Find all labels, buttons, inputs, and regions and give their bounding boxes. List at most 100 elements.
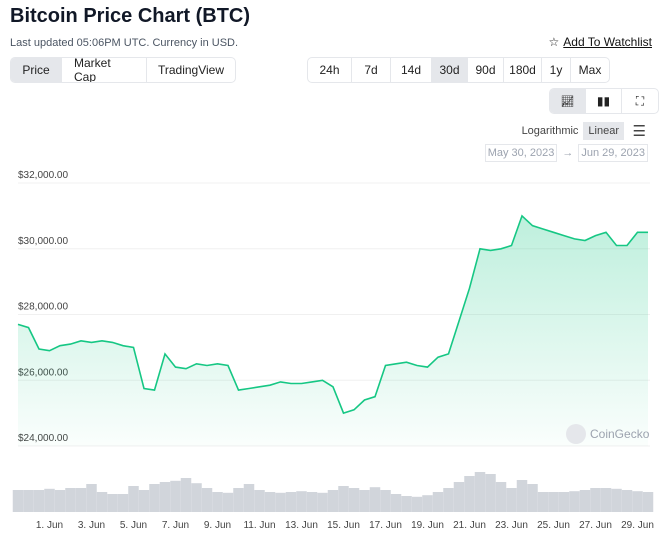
volume-bar	[254, 490, 265, 512]
volume-bar	[443, 488, 454, 512]
volume-bar	[401, 496, 412, 512]
volume-bar	[453, 482, 465, 512]
volume-bar	[33, 490, 45, 512]
watermark-text: CoinGecko	[590, 427, 650, 441]
linear-button[interactable]: Linear	[583, 122, 624, 140]
volume-bar	[201, 488, 213, 512]
date-to-input[interactable]: Jun 29, 2023	[578, 144, 648, 162]
arrow-icon: →	[562, 147, 574, 159]
coingecko-logo-icon	[566, 424, 586, 444]
y-tick-label: $30,000.00	[18, 236, 68, 247]
x-tick-label: 27. Jun	[579, 520, 612, 531]
volume-bar	[117, 494, 129, 512]
volume-bar	[65, 488, 76, 512]
volume-bar	[516, 480, 528, 512]
hamburger-menu-icon[interactable]: ☰	[632, 123, 646, 140]
volume-bar	[23, 490, 34, 512]
volume-bar	[369, 487, 381, 512]
line-chart-icon[interactable]: 📈︎	[550, 89, 586, 113]
range-7d[interactable]: 7d	[352, 58, 391, 82]
range-tabs: 24h 7d 14d 30d 90d 180d 1y Max	[307, 57, 610, 83]
volume-bar	[642, 492, 654, 512]
x-tick-label: 13. Jun	[285, 520, 318, 531]
x-tick-label: 21. Jun	[453, 520, 486, 531]
x-tick-label: 5. Jun	[120, 520, 147, 531]
date-range: May 30, 2023 → Jun 29, 2023	[484, 144, 648, 162]
x-tick-label: 23. Jun	[495, 520, 528, 531]
range-max[interactable]: Max	[578, 63, 602, 77]
x-tick-label: 19. Jun	[411, 520, 444, 531]
volume-bar	[474, 472, 486, 512]
volume-bar	[191, 483, 202, 512]
volume-bar	[264, 492, 276, 512]
volume-bar	[138, 490, 150, 512]
price-line	[17, 214, 648, 415]
tab-tradingview[interactable]: TradingView	[157, 63, 225, 77]
candlestick-icon[interactable]: ▮▮	[586, 89, 622, 113]
volume-bar	[527, 484, 538, 512]
x-tick-label: 1. Jun	[36, 520, 63, 531]
x-tick-label: 17. Jun	[369, 520, 402, 531]
fullscreen-icon[interactable]: ⛶	[635, 93, 645, 108]
volume-bar	[296, 491, 307, 512]
volume-bar	[411, 496, 423, 512]
volume-bar	[600, 488, 612, 512]
volume-bar	[621, 490, 633, 512]
volume-bar	[44, 488, 55, 512]
y-tick-label: $28,000.00	[18, 302, 68, 313]
tab-price[interactable]: Price	[11, 58, 62, 82]
volume-bar	[579, 490, 591, 512]
volume-bar	[390, 494, 402, 512]
volume-bar	[348, 488, 360, 512]
volume-bar	[590, 488, 601, 512]
x-tick-label: 3. Jun	[78, 520, 105, 531]
volume-bar	[285, 492, 297, 512]
range-180d[interactable]: 180d	[504, 58, 542, 82]
volume-bar	[54, 490, 66, 512]
price-area	[18, 215, 648, 446]
volume-bar	[86, 484, 97, 512]
tab-market-cap[interactable]: Market Cap	[62, 58, 147, 82]
volume-bar	[306, 492, 318, 512]
volume-bar	[558, 492, 570, 512]
range-30d[interactable]: 30d	[432, 58, 468, 82]
volume-bar	[170, 480, 181, 512]
volume-bar	[432, 492, 444, 512]
page-title: Bitcoin Price Chart (BTC)	[10, 5, 251, 27]
volume-bar	[233, 488, 244, 512]
volume-bar	[317, 492, 328, 512]
volume-bar	[159, 482, 171, 512]
volume-bar	[464, 476, 475, 512]
range-90d[interactable]: 90d	[468, 58, 504, 82]
volume-bar	[569, 491, 580, 512]
date-from-input[interactable]: May 30, 2023	[484, 144, 558, 162]
star-icon: ☆	[548, 35, 560, 49]
range-14d[interactable]: 14d	[391, 58, 432, 82]
volume-bar	[149, 484, 160, 512]
volume-bar	[212, 492, 223, 512]
add-to-watchlist-link[interactable]: ☆ Add To Watchlist	[549, 35, 652, 49]
range-24h[interactable]: 24h	[308, 58, 352, 82]
volume-bar	[506, 488, 517, 512]
x-tick-label: 9. Jun	[204, 520, 231, 531]
volume-bar	[180, 478, 192, 512]
volume-bar	[222, 492, 234, 512]
volume-bar	[359, 490, 370, 512]
volume-bar	[275, 492, 286, 512]
volume-bar	[327, 490, 339, 512]
volume-bar	[422, 495, 433, 512]
volume-bar	[548, 492, 559, 512]
volume-bar	[485, 474, 496, 512]
volume-bar	[243, 484, 255, 512]
logarithmic-button[interactable]: Logarithmic	[521, 125, 579, 137]
coingecko-watermark: CoinGecko	[566, 424, 649, 444]
volume-bar	[128, 486, 139, 512]
range-1y[interactable]: 1y	[542, 58, 571, 82]
watchlist-label: Add To Watchlist	[563, 35, 652, 49]
x-tick-label: 11. Jun	[243, 520, 275, 531]
volume-bar	[338, 486, 349, 512]
volume-bar	[611, 488, 622, 512]
volume-bar	[495, 482, 507, 512]
volume-bar	[107, 494, 118, 512]
